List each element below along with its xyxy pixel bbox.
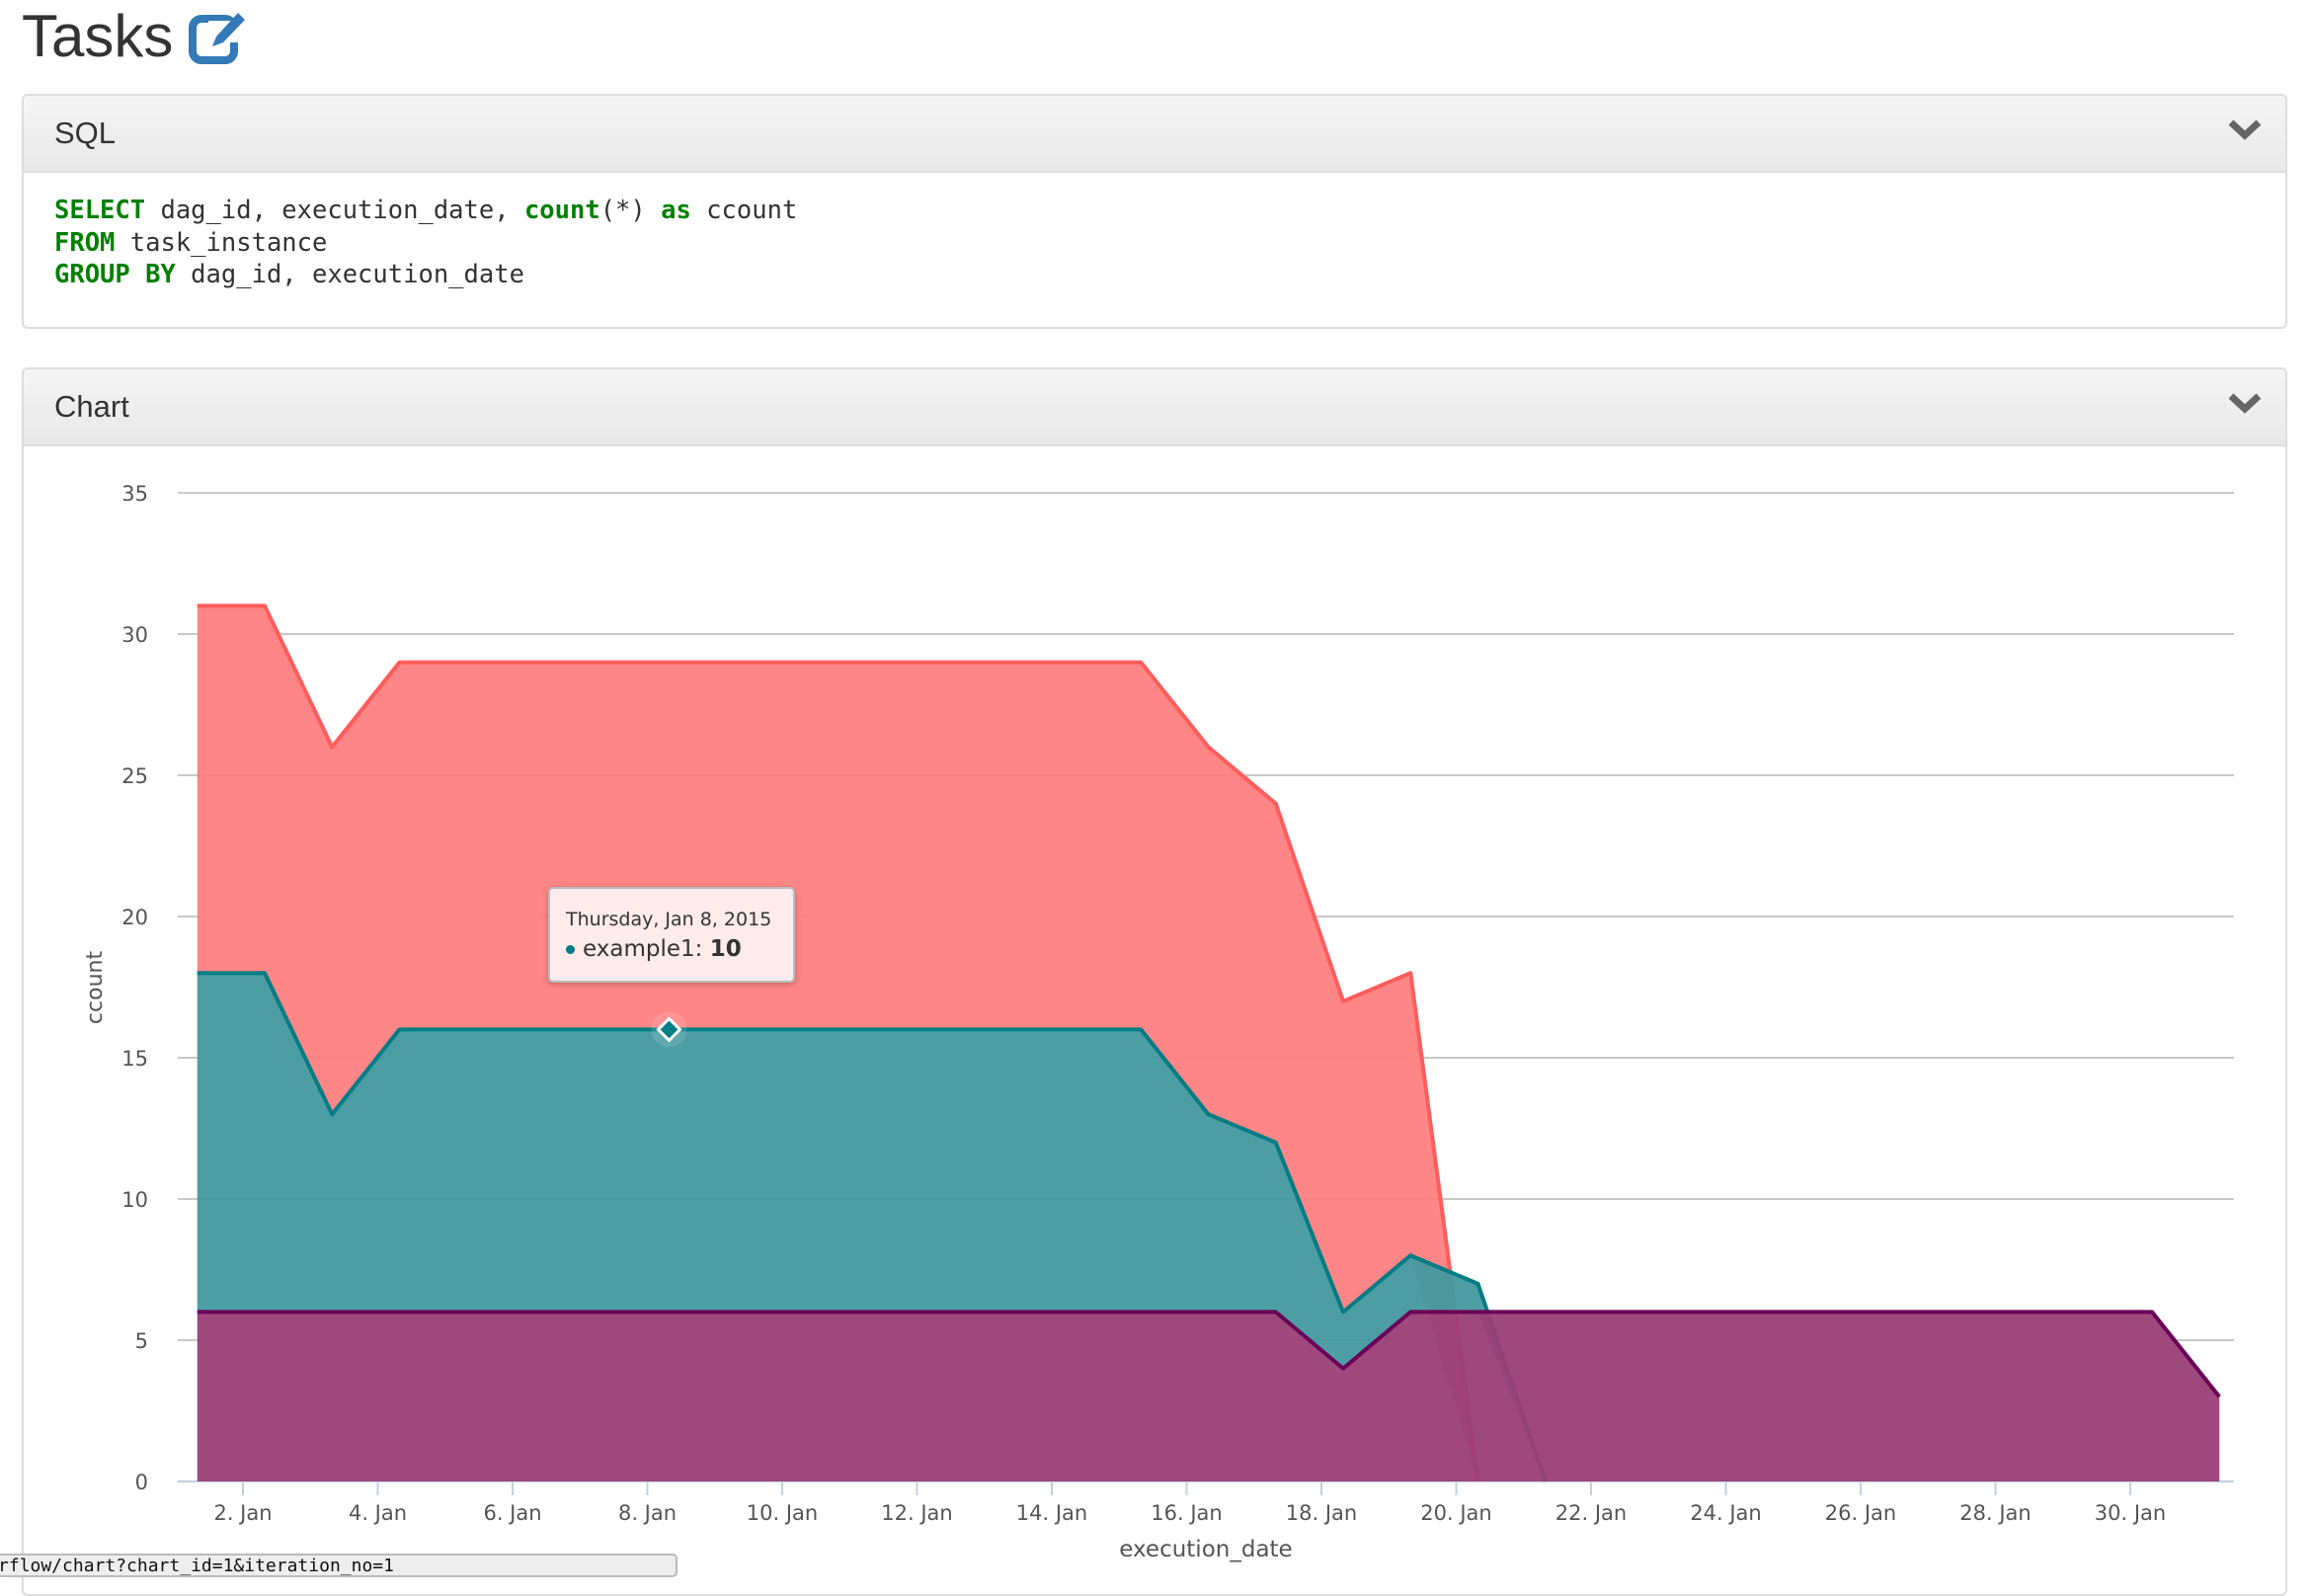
x-axis-label: execution_date: [1119, 1537, 1292, 1562]
tooltip-series-label: example1:: [583, 936, 703, 962]
sql-line: GROUP BY dag_id, execution_date: [54, 259, 797, 291]
x-tick-label: 8. Jan: [618, 1501, 677, 1525]
x-tick-label: 12. Jan: [881, 1501, 952, 1525]
x-tick-label: 18. Jan: [1286, 1501, 1357, 1525]
chevron-down-icon[interactable]: [2228, 118, 2262, 141]
sql-keyword: SELECT: [54, 196, 146, 225]
x-tick-label: 10. Jan: [747, 1501, 818, 1525]
chevron-down-icon[interactable]: [2228, 391, 2262, 415]
series-area: [197, 1312, 2220, 1481]
y-tick-label: 20: [121, 906, 148, 929]
x-tick-label: 14. Jan: [1016, 1501, 1087, 1525]
sql-text: dag_id, execution_date: [175, 260, 524, 289]
sql-text: dag_id, execution_date,: [145, 196, 524, 225]
sql-text: task_instance: [115, 227, 328, 258]
series-dot-icon: [566, 945, 575, 954]
y-tick-label: 15: [121, 1047, 148, 1071]
x-tick-label: 2. Jan: [213, 1501, 272, 1525]
sql-keyword: as: [661, 196, 691, 225]
sql-line: FROM task_instance: [54, 227, 797, 260]
x-tick-label: 22. Jan: [1555, 1501, 1627, 1525]
x-axis: 2. Jan 4. Jan 6. Jan 8. Jan 10. Jan 12. Jan 14…: [213, 1481, 2166, 1525]
x-tick-label: 4. Jan: [349, 1501, 407, 1525]
series-areas: [197, 603, 2221, 1482]
x-tick-label: 28. Jan: [1959, 1501, 2031, 1525]
y-axis: 0 5 10 15 20 25 30 35: [121, 482, 148, 1494]
sql-text: (*): [599, 196, 662, 225]
sql-keyword: GROUP BY: [54, 260, 176, 289]
series-line: [197, 603, 1480, 1482]
sql-keyword: FROM: [54, 227, 116, 258]
tooltip-row: example1: 10: [566, 936, 742, 962]
x-tick-label: 26. Jan: [1825, 1501, 1896, 1525]
hover-marker: [651, 1011, 687, 1048]
x-tick-label: 6. Jan: [483, 1501, 541, 1525]
sql-line: SELECT dag_id, execution_date, count(*) …: [54, 195, 797, 227]
series-line: [197, 971, 1548, 1482]
diamond-marker-icon: [656, 1016, 682, 1043]
y-tick-label: 25: [121, 764, 148, 788]
x-tick-label: 24. Jan: [1690, 1501, 1761, 1525]
tooltip-date: Thursday, Jan 8, 2015: [566, 909, 772, 930]
x-tick-label: 30. Jan: [2095, 1501, 2166, 1525]
sql-keyword: count: [523, 196, 600, 225]
y-tick-label: 10: [121, 1188, 148, 1212]
sql-panel: SQL SELECT dag_id, execution_date, count…: [22, 94, 2287, 329]
status-bar-url: rflow/chart?chart_id=1&iteration_no=1: [0, 1554, 677, 1577]
sql-panel-header[interactable]: SQL: [24, 96, 2285, 173]
sql-panel-title: SQL: [54, 116, 117, 150]
chart-tooltip: Thursday, Jan 8, 2015 example1: 10: [548, 887, 795, 983]
sql-code: SELECT dag_id, execution_date, count(*) …: [54, 195, 797, 291]
y-axis-label: ccount: [83, 951, 108, 1025]
page-title-text: Tasks: [22, 3, 174, 69]
y-tick-label: 0: [135, 1471, 148, 1494]
chart-panel-header[interactable]: Chart: [24, 369, 2285, 446]
chart-panel-title: Chart: [54, 389, 129, 424]
y-tick-label: 30: [121, 623, 148, 647]
series-line: [197, 1310, 2221, 1398]
y-tick-label: 5: [135, 1329, 148, 1353]
x-tick-label: 16. Jan: [1151, 1501, 1222, 1525]
sql-text: ccount: [690, 196, 798, 225]
edit-icon[interactable]: [189, 7, 250, 66]
stacked-area-chart: 0 5 10 15 20 25 30 35 2. Jan 4. Jan 6. Jan 8. Jan 1…: [83, 482, 2234, 1562]
page-title: Tasks: [22, 2, 250, 70]
tooltip-value: 10: [709, 936, 742, 962]
x-tick-label: 20. Jan: [1420, 1501, 1491, 1525]
y-tick-label: 35: [121, 482, 148, 506]
area-example1: [197, 973, 1546, 1481]
series-area: [197, 605, 1478, 1481]
